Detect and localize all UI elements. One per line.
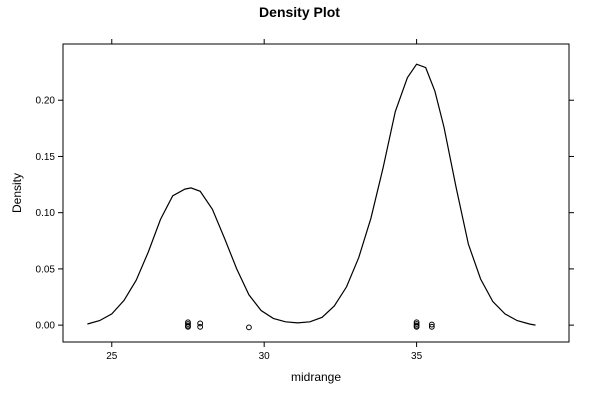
data-point xyxy=(413,321,420,327)
data-point xyxy=(246,324,252,331)
chart-title: Density Plot xyxy=(259,4,340,20)
y-tick-label: 0.10 xyxy=(36,208,56,219)
data-point xyxy=(197,323,204,330)
rug-points xyxy=(185,319,435,331)
x-tick-label: 30 xyxy=(259,351,271,362)
density-line xyxy=(87,63,536,326)
data-point xyxy=(428,321,435,328)
y-tick-label: 0.20 xyxy=(36,96,56,107)
x-tick-label: 25 xyxy=(106,351,118,362)
data-point xyxy=(428,323,435,330)
y-tick-label: 0.15 xyxy=(36,152,56,163)
x-tick-label: 35 xyxy=(411,351,423,362)
y-axis-label: Density xyxy=(10,173,24,213)
data-point xyxy=(185,321,191,327)
axis-ticks: 25 30 35 0.00 0.05 0.10 0.15 0.20 xyxy=(36,39,574,362)
data-point xyxy=(185,323,191,330)
plot-frame xyxy=(62,43,570,343)
data-point xyxy=(413,323,420,330)
x-axis-label: midrange xyxy=(291,370,341,384)
y-tick-label: 0.00 xyxy=(36,321,56,332)
data-point xyxy=(197,320,204,327)
y-tick-label: 0.05 xyxy=(36,264,56,275)
density-curve xyxy=(87,63,536,326)
